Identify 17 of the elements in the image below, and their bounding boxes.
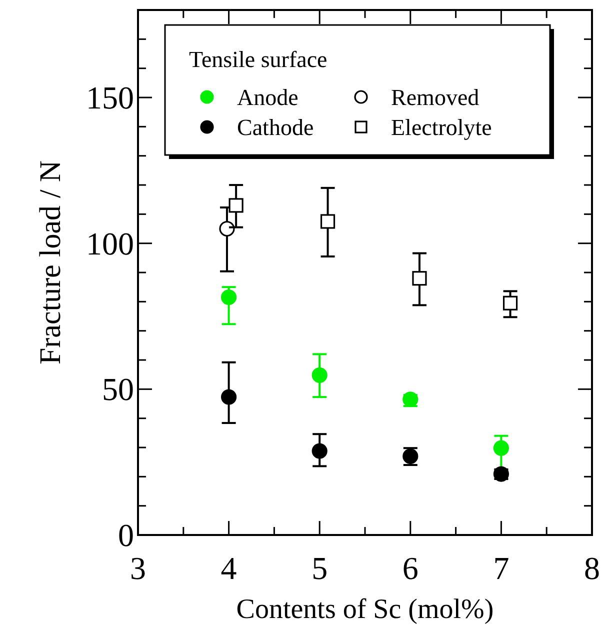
legend-label: Removed [391, 85, 480, 110]
x-tick-label: 6 [402, 550, 418, 586]
x-tick-label: 7 [493, 550, 510, 586]
x-tick-label: 8 [584, 550, 600, 586]
x-tick-label: 3 [130, 550, 146, 586]
x-tick-label: 5 [312, 550, 328, 586]
legend-label: Electrolyte [391, 115, 492, 140]
y-axis-title: Fracture load / N [34, 160, 67, 365]
x-tick-label: 4 [220, 550, 237, 586]
y-tick-label: 50 [102, 371, 134, 408]
y-tick-label: 150 [86, 80, 134, 116]
legend-label: Cathode [237, 115, 314, 140]
x-axis-title: Contents of Sc (mol%) [236, 594, 494, 625]
legend-title: Tensile surface [189, 47, 328, 72]
y-tick-label: 100 [86, 225, 134, 262]
legend-label: Anode [237, 85, 298, 110]
y-tick-label: 0 [118, 517, 134, 553]
